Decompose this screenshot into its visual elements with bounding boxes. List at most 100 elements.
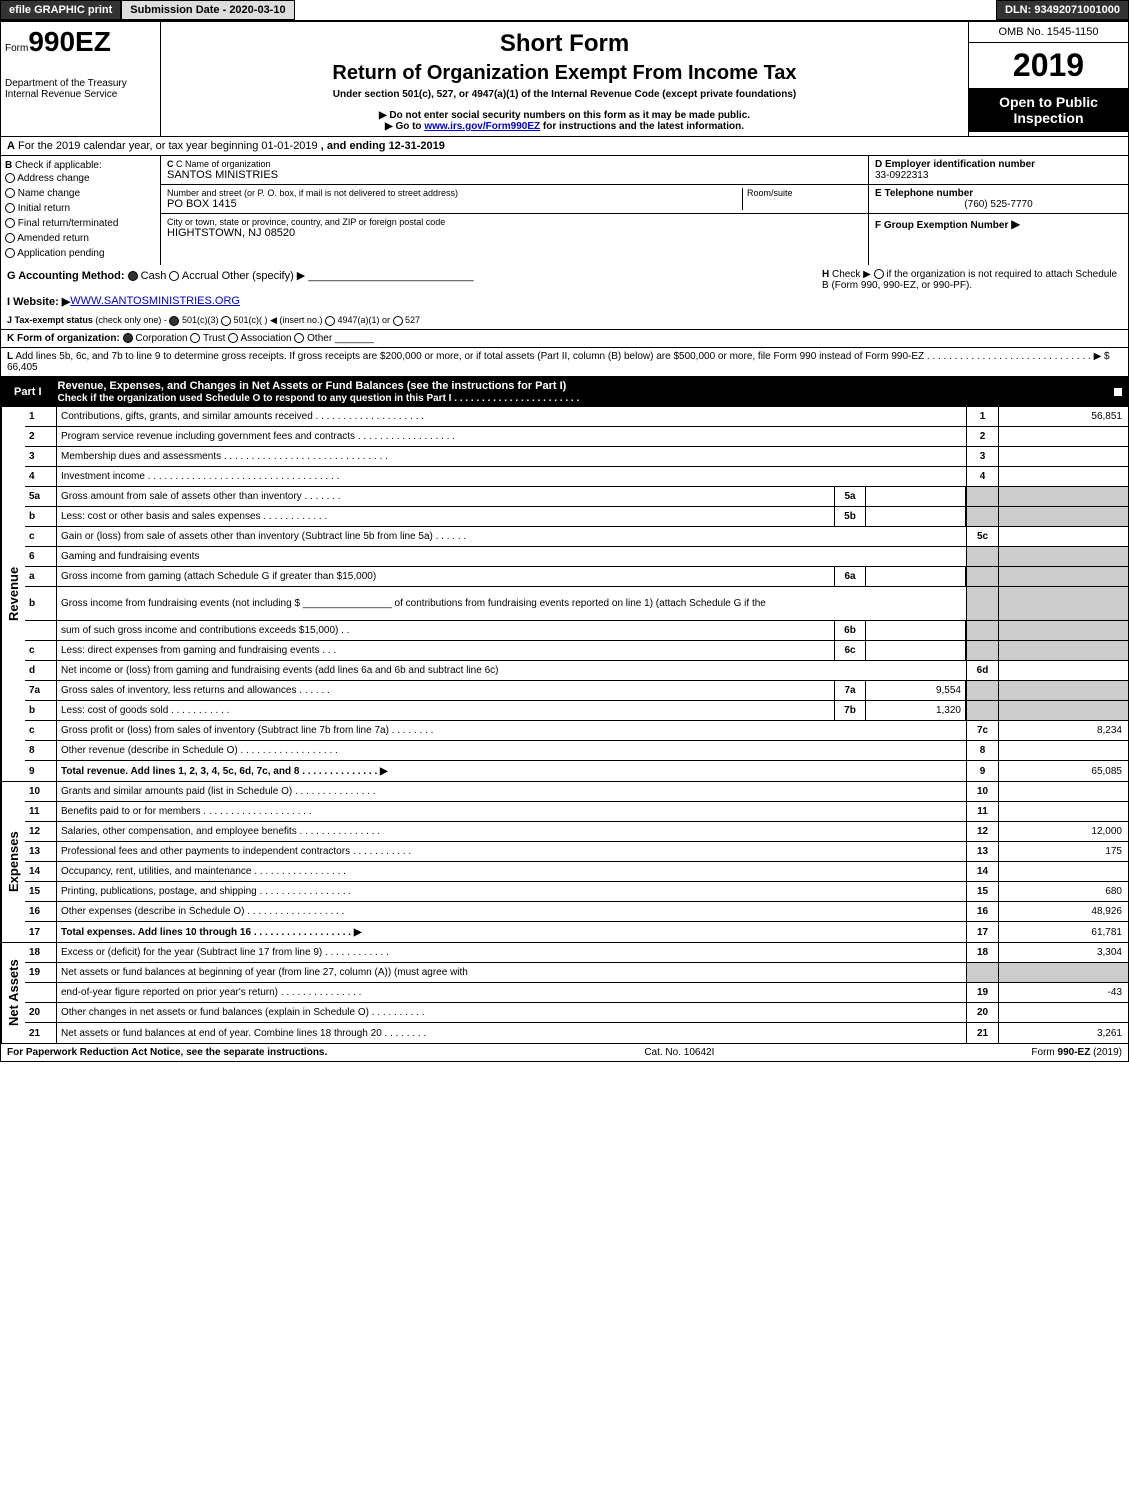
radio-527[interactable]: [393, 316, 403, 326]
form-prefix: Form: [5, 43, 28, 54]
radio-schedule-b[interactable]: [874, 269, 884, 279]
check-final-return[interactable]: Final return/terminated: [5, 216, 156, 231]
addr-row: Number and street (or P. O. box, if mail…: [161, 185, 868, 214]
header-center: Short Form Return of Organization Exempt…: [161, 22, 968, 136]
line-description: Total revenue. Add lines 1, 2, 3, 4, 5c,…: [57, 761, 966, 781]
label-city: City or town, state or province, country…: [167, 217, 862, 227]
radio-cash[interactable]: [128, 271, 138, 281]
radio-association[interactable]: [228, 333, 238, 343]
phone-value: (760) 525-7770: [875, 199, 1122, 210]
line-number: 4: [25, 467, 57, 486]
mid-line-number: 6a: [834, 567, 866, 586]
radio-trust[interactable]: [190, 333, 200, 343]
opt-accrual: Accrual: [182, 270, 219, 282]
goto-link[interactable]: www.irs.gov/Form990EZ: [424, 121, 540, 132]
line-description: Printing, publications, postage, and shi…: [57, 882, 966, 901]
section-a-label: A: [7, 140, 15, 152]
line-description: Less: cost or other basis and sales expe…: [57, 507, 834, 526]
table-row: dNet income or (loss) from gaming and fu…: [25, 661, 1128, 681]
mid-line-number: 7a: [834, 681, 866, 700]
form-label: Form990EZ: [5, 26, 156, 58]
check-name-change[interactable]: Name change: [5, 186, 156, 201]
check-application-pending[interactable]: Application pending: [5, 246, 156, 261]
label-group-exemption: F Group Exemption Number: [875, 220, 1008, 231]
gh-row: G Accounting Method: Cash Accrual Other …: [0, 265, 1129, 295]
right-num-shaded: [966, 507, 998, 526]
line-number: 20: [25, 1003, 57, 1022]
right-val-shaded: [998, 681, 1128, 700]
line-description: Other revenue (describe in Schedule O) .…: [57, 741, 966, 760]
line-description: end-of-year figure reported on prior yea…: [57, 983, 966, 1002]
line-description: Gross amount from sale of assets other t…: [57, 487, 834, 506]
radio-corporation[interactable]: [123, 333, 133, 343]
line-description: Other changes in net assets or fund bala…: [57, 1003, 966, 1022]
table-row: 18Excess or (deficit) for the year (Subt…: [25, 943, 1128, 963]
line-number: 19: [25, 963, 57, 982]
right-num-shaded: [966, 681, 998, 700]
check-label: Name change: [18, 188, 80, 199]
right-line-value: [998, 782, 1128, 801]
section-a-text2: , and ending 12-31-2019: [321, 140, 445, 152]
radio-501c[interactable]: [221, 316, 231, 326]
mid-line-value: [866, 621, 966, 640]
line-description: Net assets or fund balances at beginning…: [57, 963, 966, 982]
website-link[interactable]: WWW.SANTOSMINISTRIES.ORG: [70, 295, 240, 308]
right-line-value: -43: [998, 983, 1128, 1002]
right-line-value: [998, 741, 1128, 760]
radio-4947[interactable]: [325, 316, 335, 326]
efile-print-button[interactable]: efile GRAPHIC print: [0, 0, 121, 20]
bc-row: B Check if applicable: Address change Na…: [0, 156, 1129, 265]
check-amended-return[interactable]: Amended return: [5, 231, 156, 246]
label-accounting: G Accounting Method:: [7, 270, 125, 282]
table-row: 14Occupancy, rent, utilities, and mainte…: [25, 862, 1128, 882]
table-row: cGain or (loss) from sale of assets othe…: [25, 527, 1128, 547]
section-b: B Check if applicable: Address change Na…: [1, 156, 161, 265]
section-l-text: Add lines 5b, 6c, and 7b to line 9 to de…: [7, 351, 1110, 373]
right-num-shaded: [966, 701, 998, 720]
line-description: Program service revenue including govern…: [57, 427, 966, 446]
line-number: a: [25, 567, 57, 586]
radio-icon: [5, 188, 15, 198]
table-row: 21Net assets or fund balances at end of …: [25, 1023, 1128, 1043]
mid-line-value: 9,554: [866, 681, 966, 700]
check-address-change[interactable]: Address change: [5, 171, 156, 186]
right-num-shaded: [966, 621, 998, 640]
addr: PO BOX 1415: [167, 198, 742, 210]
right-line-value: 61,781: [998, 922, 1128, 942]
right-line-number: 10: [966, 782, 998, 801]
table-row: sum of such gross income and contributio…: [25, 621, 1128, 641]
section-f: F Group Exemption Number ▶: [869, 214, 1128, 234]
line-description: Gross income from gaming (attach Schedul…: [57, 567, 834, 586]
right-num-shaded: [966, 547, 998, 566]
top-bar: efile GRAPHIC print Submission Date - 20…: [0, 0, 1129, 21]
table-row: cGross profit or (loss) from sales of in…: [25, 721, 1128, 741]
line-number: 6: [25, 547, 57, 566]
line-number: c: [25, 527, 57, 546]
dln-label: DLN: 93492071001000: [996, 0, 1129, 20]
radio-accrual[interactable]: [169, 271, 179, 281]
line-number: d: [25, 661, 57, 680]
check-initial-return[interactable]: Initial return: [5, 201, 156, 216]
line-number: 14: [25, 862, 57, 881]
expenses-table: Expenses 10Grants and similar amounts pa…: [0, 782, 1129, 943]
radio-icon: [5, 173, 15, 183]
section-b-label: B: [5, 160, 12, 171]
footer: For Paperwork Reduction Act Notice, see …: [0, 1044, 1129, 1062]
radio-other-org[interactable]: [294, 333, 304, 343]
line-description: Salaries, other compensation, and employ…: [57, 822, 966, 841]
opt-cash: Cash: [141, 270, 167, 282]
goto-prefix: ▶ Go to: [385, 121, 424, 132]
city-row: City or town, state or province, country…: [161, 214, 868, 242]
right-val-shaded: [998, 547, 1128, 566]
radio-501c3[interactable]: [169, 316, 179, 326]
line-description: sum of such gross income and contributio…: [57, 621, 834, 640]
right-line-number: 15: [966, 882, 998, 901]
part-1-checkbox[interactable]: [1113, 387, 1123, 397]
check-label: Address change: [17, 173, 89, 184]
line-number: 18: [25, 943, 57, 962]
check-label: Amended return: [17, 233, 89, 244]
mid-line-number: 6c: [834, 641, 866, 660]
right-line-number: 9: [966, 761, 998, 781]
opt-other-org: Other: [307, 333, 332, 344]
right-line-value: [998, 427, 1128, 446]
